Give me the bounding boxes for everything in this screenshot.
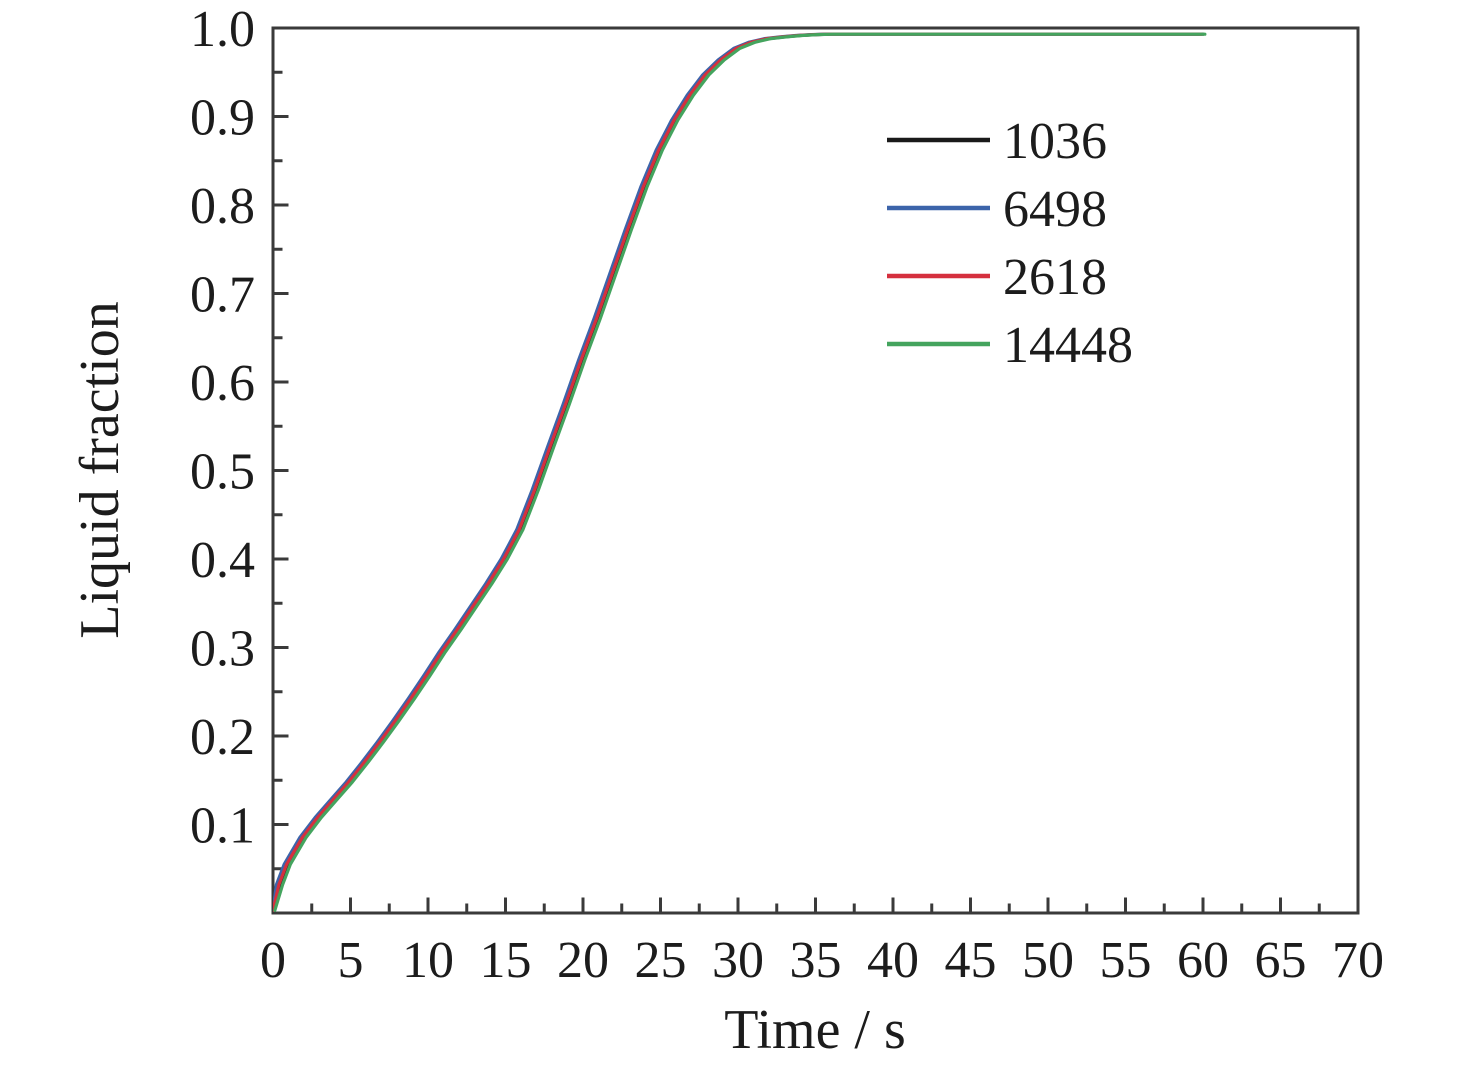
y-tick-label: 0.4 <box>190 532 255 589</box>
x-tick-label: 20 <box>557 932 609 989</box>
x-tick-label: 65 <box>1255 932 1307 989</box>
x-tick-label: 45 <box>945 932 997 989</box>
y-tick-label: 0.5 <box>190 444 255 501</box>
x-tick-label: 60 <box>1177 932 1229 989</box>
x-tick-label: 35 <box>790 932 842 989</box>
y-tick-label: 0.1 <box>190 798 255 855</box>
series-line-14448 <box>273 32 1207 912</box>
x-tick-label: 40 <box>867 932 919 989</box>
y-tick-label: 0.2 <box>190 709 255 766</box>
plot-generated-content: 0 5 10 15 20 25 30 35 40 45 50 55 60 65 70 0.1 0.2 0.3 0.4… <box>190 1 1384 989</box>
x-tick-label: 55 <box>1100 932 1152 989</box>
x-tick-label: 15 <box>480 932 532 989</box>
plot-frame <box>271 26 1360 915</box>
y-tick-label: 1.0 <box>190 1 255 58</box>
y-tick-label: 0.8 <box>190 178 255 235</box>
x-tick-label: 5 <box>338 932 364 989</box>
x-tick-label: 25 <box>635 932 687 989</box>
y-axis-title: Liquid fraction <box>69 301 131 638</box>
x-tick-label: 30 <box>712 932 764 989</box>
legend-label-14448: 14448 <box>1003 317 1133 374</box>
y-tick-label: 0.3 <box>190 621 255 678</box>
y-tick-label: 0.9 <box>190 90 255 147</box>
x-tick-label: 10 <box>402 932 454 989</box>
x-tick-label: 50 <box>1022 932 1074 989</box>
legend-label-6498: 6498 <box>1003 181 1107 238</box>
y-tick-label: 0.6 <box>190 355 255 412</box>
legend-label-2618: 2618 <box>1003 249 1107 306</box>
y-tick-label: 0.7 <box>190 267 255 324</box>
x-tick-label: 0 <box>260 932 286 989</box>
x-tick-label: 70 <box>1332 932 1384 989</box>
x-axis-title: Time / s <box>724 999 906 1061</box>
legend-label-1036: 1036 <box>1003 113 1107 170</box>
